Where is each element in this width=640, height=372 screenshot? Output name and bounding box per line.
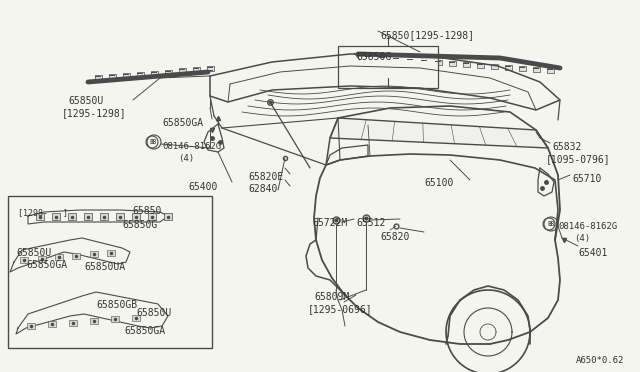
Bar [69, 320, 77, 326]
Text: 08146-8162G: 08146-8162G [558, 222, 617, 231]
Bar [207, 66, 214, 71]
Bar [90, 318, 98, 324]
Bar [449, 61, 456, 66]
Bar [137, 72, 144, 77]
Bar [338, 46, 438, 88]
Text: [1295-0696]: [1295-0696] [308, 304, 372, 314]
Bar [116, 213, 124, 220]
Text: (4): (4) [574, 234, 590, 243]
Bar [505, 65, 512, 70]
Bar [55, 254, 63, 260]
Text: 65850U: 65850U [16, 248, 51, 258]
Bar [52, 213, 60, 220]
Bar [84, 213, 92, 220]
Bar [193, 67, 200, 72]
Text: 65512: 65512 [356, 218, 385, 228]
Bar [27, 323, 35, 329]
Bar [179, 68, 186, 73]
Text: 65100: 65100 [424, 178, 453, 188]
Text: [1298-   ]: [1298- ] [18, 208, 68, 217]
Text: B: B [547, 221, 551, 227]
Text: 65850[1295-1298]: 65850[1295-1298] [380, 30, 474, 40]
Text: 65850GB: 65850GB [96, 300, 137, 310]
Text: 65850G: 65850G [122, 220, 157, 230]
Polygon shape [330, 118, 548, 148]
Bar [491, 64, 498, 69]
Bar [68, 213, 76, 220]
Text: A650*0.62: A650*0.62 [576, 356, 625, 365]
Text: [1095-0796]: [1095-0796] [546, 154, 611, 164]
Bar [379, 57, 386, 61]
Text: 65400: 65400 [188, 182, 218, 192]
Text: 65850U: 65850U [136, 308, 172, 318]
Bar [547, 68, 554, 73]
Text: B: B [152, 139, 156, 145]
Bar [164, 213, 172, 220]
Text: 65820: 65820 [380, 232, 410, 242]
Text: 65850GA: 65850GA [26, 260, 67, 270]
Text: 65850GA: 65850GA [124, 326, 165, 336]
Text: 65820E: 65820E [248, 172, 284, 182]
Text: B: B [150, 139, 154, 145]
Text: 65850U: 65850U [68, 96, 103, 106]
Bar [108, 250, 115, 256]
Text: 65850UA: 65850UA [84, 262, 125, 272]
Bar [463, 62, 470, 67]
Bar [365, 55, 372, 61]
Bar [72, 253, 81, 259]
Bar [435, 60, 442, 65]
Text: B: B [549, 221, 553, 227]
Text: 65401: 65401 [578, 248, 607, 258]
Text: 08146-8162G: 08146-8162G [162, 142, 221, 151]
Bar [533, 67, 540, 72]
Text: (4): (4) [178, 154, 194, 163]
Bar [132, 315, 140, 321]
Bar [8, 196, 212, 348]
Bar [38, 256, 45, 262]
Bar [165, 70, 172, 74]
Text: 62840: 62840 [248, 184, 277, 194]
Bar [100, 213, 108, 220]
Bar [20, 257, 28, 263]
Bar [109, 74, 116, 79]
Bar [132, 213, 140, 220]
Text: 65832: 65832 [552, 142, 581, 152]
Text: 65722M: 65722M [312, 218, 348, 228]
Bar [148, 213, 156, 220]
Text: 65850GA: 65850GA [162, 118, 203, 128]
Text: 65850G: 65850G [356, 52, 391, 62]
Bar [393, 57, 400, 62]
Text: 65710: 65710 [572, 174, 602, 184]
Bar [48, 321, 56, 327]
Bar [90, 251, 98, 257]
Bar [95, 76, 102, 80]
Text: 65850: 65850 [132, 206, 161, 216]
Text: [1295-1298]: [1295-1298] [62, 108, 127, 118]
Bar [123, 73, 130, 78]
Bar [407, 58, 414, 63]
Bar [151, 71, 158, 76]
Bar [421, 60, 428, 64]
Bar [111, 316, 119, 322]
Text: 65809M: 65809M [314, 292, 349, 302]
Bar [519, 66, 526, 71]
Bar [36, 213, 44, 220]
Bar [477, 63, 484, 68]
